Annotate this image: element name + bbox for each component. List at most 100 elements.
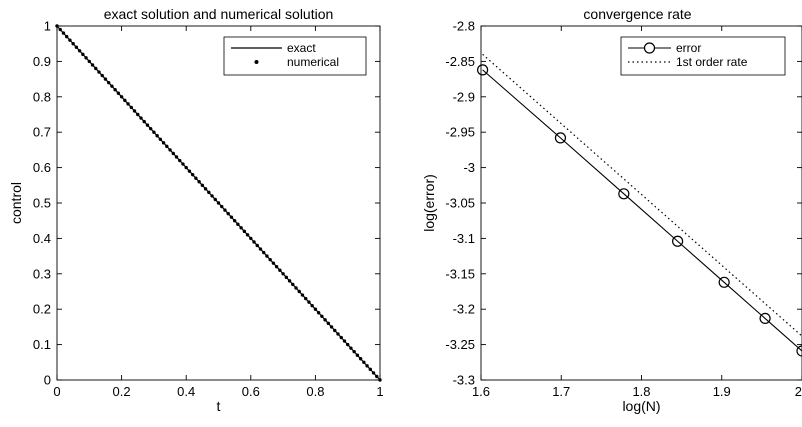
numerical-point: [139, 116, 143, 120]
numerical-point: [168, 148, 172, 152]
numerical-point: [100, 73, 104, 78]
numerical-point: [352, 349, 356, 354]
numerical-point: [358, 357, 363, 361]
numerical-point: [258, 247, 263, 251]
numerical-point: [155, 134, 159, 138]
numerical-point: [287, 279, 292, 283]
error-marker: [618, 188, 630, 200]
y-tick-label: 0.5: [33, 196, 51, 211]
x-tick-label: 1.9: [713, 384, 731, 399]
numerical-point: [278, 268, 282, 272]
numerical-point: [97, 70, 101, 74]
numerical-point: [229, 215, 234, 219]
y-axis-label: control: [8, 182, 24, 224]
x-tick-label: 1.7: [552, 384, 570, 399]
numerical-point: [77, 49, 82, 53]
numerical-point: [71, 42, 75, 46]
numerical-point: [316, 311, 321, 315]
numerical-point: [87, 59, 92, 64]
y-tick-label: -3.25: [445, 337, 475, 352]
numerical-point: [94, 66, 98, 71]
numerical-point: [184, 165, 188, 170]
numerical-point: [106, 80, 111, 85]
numerical-point: [239, 226, 243, 230]
numerical-point: [245, 233, 250, 237]
numerical-point: [123, 98, 127, 103]
error-marker: [718, 276, 730, 288]
numerical-point: [271, 261, 276, 265]
numerical-point: [84, 56, 88, 60]
numerical-point: [320, 314, 324, 318]
legend-label: error: [676, 41, 701, 55]
right-chart-panel: 1.6 1.7 1.8 1.9 2 -3.3 -3.25 -3.2 -3.15 -3.1 -3.05…: [421, 6, 802, 414]
numerical-point: [203, 187, 208, 191]
chart-title: convergence rate: [583, 6, 691, 22]
y-tick-label: -2.8: [453, 19, 475, 34]
numerical-point: [68, 38, 72, 42]
x-tick-label: 1: [376, 384, 383, 399]
y-tick-label: -3.15: [445, 266, 475, 281]
numerical-point: [326, 321, 331, 326]
numerical-point: [171, 151, 175, 156]
y-tick-label: 1: [44, 19, 51, 34]
numerical-point: [55, 24, 59, 28]
numerical-point: [226, 211, 230, 216]
numerical-point: [148, 126, 153, 131]
numerical-point: [236, 222, 240, 226]
numerical-point: [281, 272, 285, 276]
numerical-point: [116, 91, 121, 95]
y-tick-label: 0.1: [33, 337, 51, 352]
plot-area-frame: [480, 25, 802, 381]
numerical-point: [346, 342, 350, 347]
x-tick-label: 1.6: [472, 384, 490, 399]
numerical-point: [333, 328, 337, 333]
numerical-point: [300, 293, 305, 297]
numerical-point: [158, 137, 163, 141]
numerical-point: [64, 34, 69, 39]
numerical-point: [378, 378, 382, 382]
numerical-point: [252, 240, 256, 244]
y-tick-label: -2.85: [445, 54, 475, 69]
x-axis-label: t: [217, 398, 221, 414]
numerical-point: [294, 286, 298, 290]
numerical-point: [90, 63, 95, 67]
numerical-point: [223, 208, 227, 212]
y-tick-label: -2.9: [453, 89, 475, 104]
y-axis-label: log(error): [421, 174, 437, 232]
legend-label: 1st order rate: [676, 55, 748, 69]
numerical-point: [265, 254, 269, 258]
numerical-point: [375, 374, 379, 379]
y-tick-label: 0.7: [33, 125, 51, 140]
numerical-point: [129, 105, 133, 110]
y-tick-label: -3.2: [453, 302, 475, 317]
chart-title: exact solution and numerical solution: [104, 6, 334, 22]
numerical-point: [242, 229, 247, 234]
numerical-point: [58, 27, 62, 32]
x-tick-label: 2: [795, 384, 802, 399]
numerical-point: [210, 194, 214, 198]
y-tick-label: 0.3: [33, 266, 51, 281]
legend-box: [223, 36, 367, 76]
numerical-point: [142, 119, 146, 124]
numerical-point: [165, 144, 169, 149]
x-tick-label: 0: [53, 384, 60, 399]
y-tick-label: -3.05: [445, 196, 475, 211]
numerical-point: [249, 236, 253, 241]
numerical-point: [174, 155, 179, 159]
y-tick-label: -3.3: [453, 373, 475, 388]
numerical-point: [342, 339, 347, 343]
numerical-point: [268, 257, 272, 262]
numerical-point: [197, 180, 201, 184]
numerical-point: [126, 102, 130, 106]
numerical-point: [304, 296, 308, 301]
error-marker: [796, 345, 802, 357]
numerical-point: [362, 360, 366, 364]
numerical-point: [145, 123, 150, 127]
numerical-point: [136, 112, 140, 117]
numerical-point: [200, 183, 205, 187]
numerical-point: [213, 197, 217, 202]
y-tick-label: 0.8: [33, 89, 51, 104]
left-chart-panel: 0 0.2 0.4 0.6 0.8 1 0 0.1 0.2 0.3 0.4 0.5 0.6 0.7 0.8 0…: [8, 6, 384, 414]
legend-label: exact: [287, 41, 316, 55]
